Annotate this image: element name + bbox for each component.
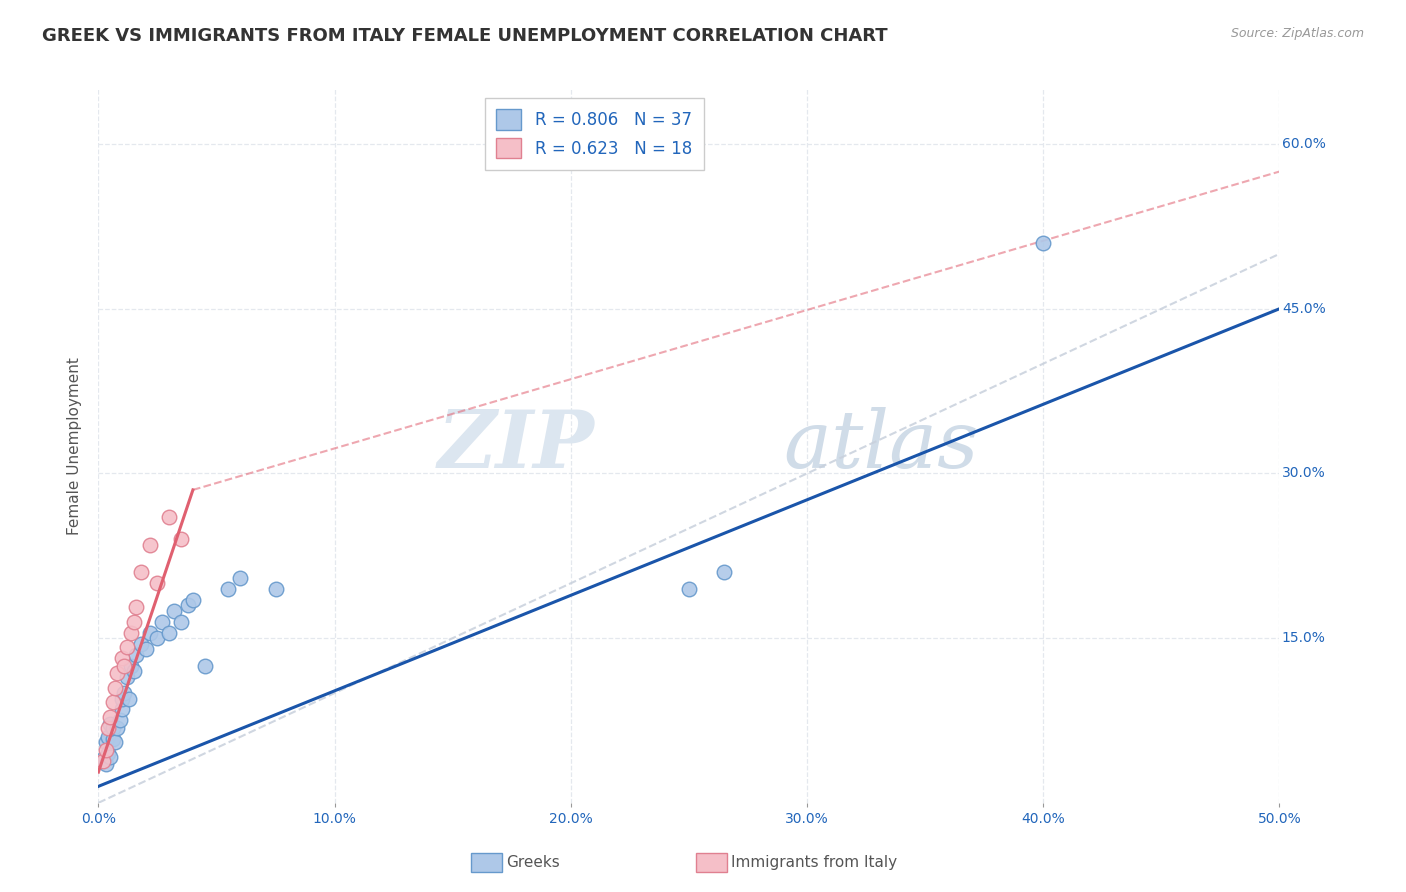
Point	[121, 625, 143, 640]
Point	[181, 592, 204, 607]
Point	[98, 716, 121, 731]
Point	[150, 615, 173, 629]
Text: 60.0%: 60.0%	[1282, 137, 1326, 151]
Point	[122, 615, 145, 629]
Point	[118, 691, 141, 706]
Point	[104, 681, 127, 695]
Point	[129, 637, 152, 651]
Point	[264, 582, 287, 596]
Point	[97, 730, 120, 744]
Point	[115, 669, 138, 683]
Point	[97, 721, 120, 735]
Point	[157, 625, 180, 640]
Point	[146, 631, 169, 645]
Point	[229, 571, 252, 585]
Point	[98, 749, 121, 764]
Point	[101, 732, 124, 747]
Text: ZIP: ZIP	[437, 408, 595, 484]
Point	[104, 735, 127, 749]
Point	[94, 735, 117, 749]
Point	[146, 576, 169, 591]
Point	[713, 566, 735, 580]
Text: Immigrants from Italy: Immigrants from Italy	[731, 855, 897, 870]
Text: Source: ZipAtlas.com: Source: ZipAtlas.com	[1230, 27, 1364, 40]
Text: GREEK VS IMMIGRANTS FROM ITALY FEMALE UNEMPLOYMENT CORRELATION CHART: GREEK VS IMMIGRANTS FROM ITALY FEMALE UN…	[42, 27, 887, 45]
Point	[91, 754, 114, 768]
Point	[194, 658, 217, 673]
Point	[170, 615, 193, 629]
Point	[157, 510, 180, 524]
Point	[1032, 235, 1054, 250]
Point	[177, 598, 200, 612]
Text: 30.0%: 30.0%	[1282, 467, 1326, 481]
Point	[122, 664, 145, 678]
Point	[115, 640, 138, 654]
Point	[111, 651, 134, 665]
Point	[105, 721, 128, 735]
Point	[125, 600, 148, 615]
Point	[217, 582, 239, 596]
Point	[98, 710, 121, 724]
Point	[678, 582, 700, 596]
Point	[163, 604, 186, 618]
Text: atlas: atlas	[783, 408, 979, 484]
Legend: R = 0.806   N = 37, R = 0.623   N = 18: R = 0.806 N = 37, R = 0.623 N = 18	[485, 97, 703, 169]
Point	[94, 743, 117, 757]
Point	[135, 642, 157, 657]
Point	[125, 648, 148, 662]
Point	[112, 686, 135, 700]
Point	[108, 714, 131, 728]
Text: Greeks: Greeks	[506, 855, 560, 870]
Text: 15.0%: 15.0%	[1282, 632, 1326, 645]
Point	[139, 538, 162, 552]
Point	[121, 658, 143, 673]
Point	[112, 658, 135, 673]
Point	[139, 625, 162, 640]
Point	[91, 752, 114, 766]
Point	[170, 533, 193, 547]
Point	[111, 702, 134, 716]
Text: 45.0%: 45.0%	[1282, 301, 1326, 316]
Point	[105, 666, 128, 681]
Point	[129, 566, 152, 580]
Point	[97, 747, 120, 761]
Point	[101, 695, 124, 709]
Y-axis label: Female Unemployment: Female Unemployment	[67, 357, 83, 535]
Point	[111, 691, 134, 706]
Point	[101, 721, 124, 735]
Point	[94, 757, 117, 772]
